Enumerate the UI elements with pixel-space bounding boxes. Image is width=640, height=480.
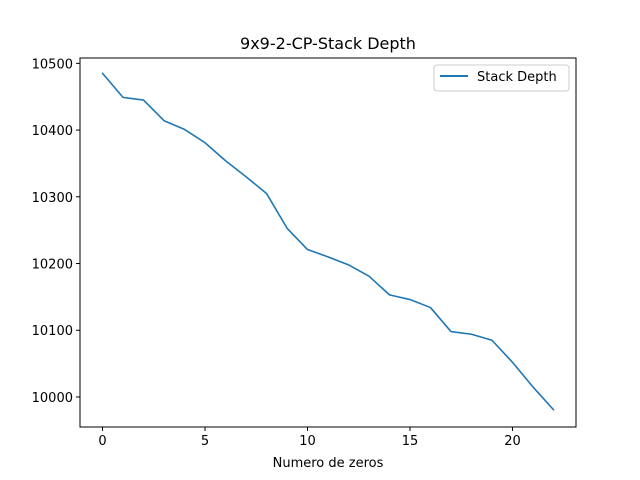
y-tick-label: 10500 [32, 57, 73, 72]
legend: Stack Depth [433, 64, 570, 92]
x-axis: 0 5 10 15 20 [98, 427, 521, 449]
y-tick-label: 10300 [32, 191, 73, 206]
legend-label: Stack Depth [477, 70, 557, 85]
y-tick-label: 10100 [32, 324, 73, 339]
y-axis: 10000 10100 10200 10300 10400 10500 [32, 57, 80, 406]
axes-frame [79, 57, 577, 428]
series-line-stack-depth [101, 72, 555, 411]
x-tick-label: 20 [504, 434, 521, 449]
x-axis-label: Numero de zeros [273, 456, 384, 471]
y-tick-label: 10200 [32, 258, 73, 273]
plot-area [101, 72, 555, 411]
x-tick-label: 10 [299, 434, 316, 449]
x-tick-label: 0 [98, 434, 106, 449]
chart-title: 9x9-2-CP-Stack Depth [240, 34, 416, 53]
x-tick-label: 15 [402, 434, 419, 449]
y-tick-label: 10000 [32, 391, 73, 406]
y-tick-label: 10400 [32, 124, 73, 139]
legend-box [433, 64, 570, 92]
x-tick-label: 5 [201, 434, 209, 449]
